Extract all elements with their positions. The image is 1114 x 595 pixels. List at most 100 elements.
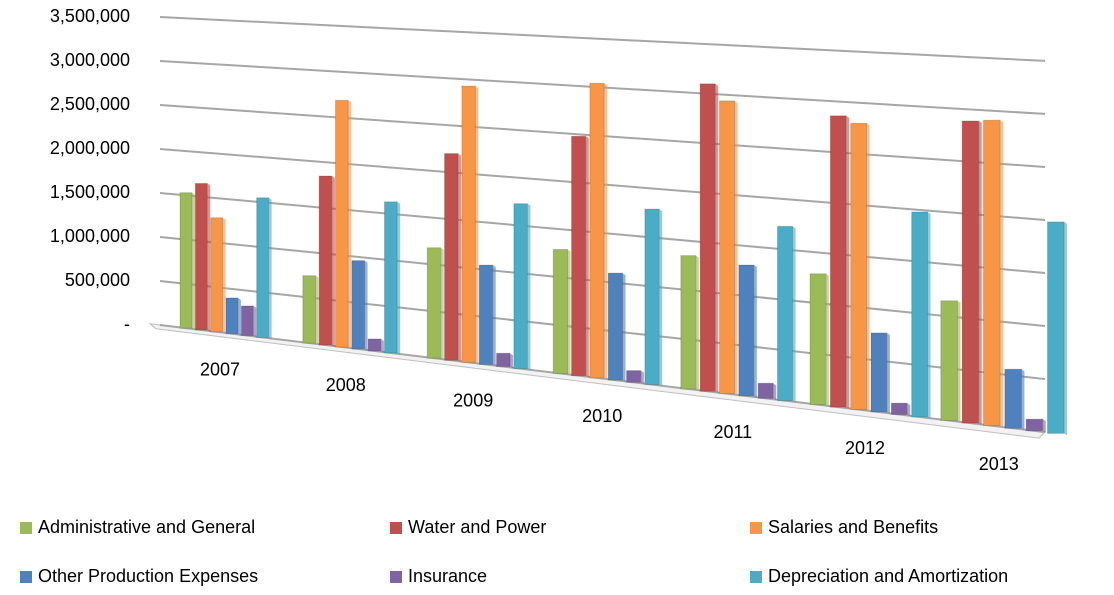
bar-side: [585, 136, 589, 378]
bar-side: [364, 260, 368, 351]
bar-side: [510, 353, 514, 369]
bar: [179, 192, 193, 329]
bar: [1025, 418, 1044, 432]
bar: [444, 153, 459, 361]
bar: [496, 352, 511, 368]
bar-side: [458, 153, 462, 363]
legend-label: Administrative and General: [38, 517, 255, 537]
bar: [911, 211, 929, 418]
bar-side: [315, 275, 319, 346]
bar-side: [268, 197, 272, 340]
bar-side: [734, 100, 738, 396]
legend-label: Depreciation and Amortization: [768, 566, 1008, 586]
legend-swatch: [750, 522, 762, 534]
bar-side: [866, 123, 870, 412]
bar-side: [846, 115, 850, 410]
bar: [461, 85, 476, 363]
y-tick-label: 2,000,000: [50, 138, 130, 158]
bar-side: [207, 183, 211, 332]
bar-side: [397, 201, 401, 355]
x-tick-label: 2011: [713, 422, 752, 442]
bar-side: [237, 297, 241, 336]
bar: [680, 255, 697, 390]
bar: [478, 264, 494, 365]
legend-label: Water and Power: [408, 517, 546, 537]
bar: [776, 225, 794, 402]
bar: [194, 182, 208, 331]
y-tick-label: 1,500,000: [50, 182, 130, 202]
bar-side: [331, 175, 335, 348]
bar: [367, 338, 382, 352]
bar: [225, 297, 239, 335]
bar: [626, 370, 642, 383]
y-tick-label: 500,000: [65, 270, 130, 290]
bar-side: [440, 247, 444, 361]
y-tick-label: 3,000,000: [50, 50, 130, 70]
bar-side: [695, 255, 699, 391]
bar-side: [222, 217, 226, 334]
bar: [383, 201, 398, 354]
bar-side: [380, 338, 384, 353]
bar-side: [348, 100, 352, 350]
y-tick-label: -: [124, 314, 130, 334]
bar: [426, 247, 442, 359]
bar: [870, 332, 888, 413]
bar: [351, 260, 366, 350]
bar: [302, 275, 317, 344]
bar: [940, 300, 958, 421]
legend-swatch: [20, 522, 32, 534]
bar-side: [927, 211, 931, 419]
bar-side: [1064, 221, 1068, 436]
bar-side: [792, 226, 796, 403]
bar-side: [978, 120, 982, 426]
bar-side: [640, 370, 644, 385]
bar-side: [475, 86, 479, 365]
bar-side: [1021, 369, 1025, 431]
y-tick-label: 1,000,000: [50, 226, 130, 246]
x-tick-label: 2013: [979, 454, 1019, 474]
legend-label: Insurance: [408, 566, 487, 586]
grid-line: [159, 16, 1046, 62]
bar: [982, 119, 1001, 427]
bar: [589, 82, 605, 379]
bar: [607, 272, 624, 381]
bar: [256, 197, 270, 338]
bar-side: [659, 209, 663, 387]
bar-side: [886, 332, 890, 414]
bar: [552, 248, 569, 374]
bar: [210, 217, 224, 333]
bar-side: [715, 83, 719, 394]
x-tick-label: 2010: [582, 406, 622, 426]
bar: [1046, 221, 1065, 434]
legend-swatch: [390, 522, 402, 534]
x-tick-label: 2012: [845, 438, 885, 458]
bar: [757, 382, 774, 399]
bar: [699, 83, 716, 392]
bar-side: [753, 264, 757, 398]
bar-side: [253, 305, 257, 338]
x-tick-label: 2007: [200, 360, 240, 380]
legend-label: Salaries and Benefits: [768, 517, 938, 537]
bar: [571, 135, 587, 377]
x-tick-label: 2008: [326, 375, 366, 395]
bar-side: [1000, 120, 1004, 428]
bar-side: [622, 273, 626, 383]
bar: [809, 273, 827, 406]
bar: [718, 100, 736, 395]
bar: [240, 305, 254, 337]
bar-side: [907, 403, 911, 417]
bar-side: [957, 300, 961, 423]
bar-side: [191, 192, 195, 331]
y-tick-label: 2,500,000: [50, 94, 130, 114]
bar-side: [1042, 419, 1046, 433]
legend-label: Other Production Expenses: [38, 566, 258, 586]
y-tick-label: 3,500,000: [50, 6, 130, 26]
bar-side: [492, 265, 496, 367]
legend-swatch: [390, 571, 402, 583]
bar-side: [825, 273, 829, 407]
bar-side: [773, 383, 777, 401]
bar-side: [527, 203, 531, 371]
bar-side: [567, 249, 571, 376]
bar: [738, 264, 755, 397]
